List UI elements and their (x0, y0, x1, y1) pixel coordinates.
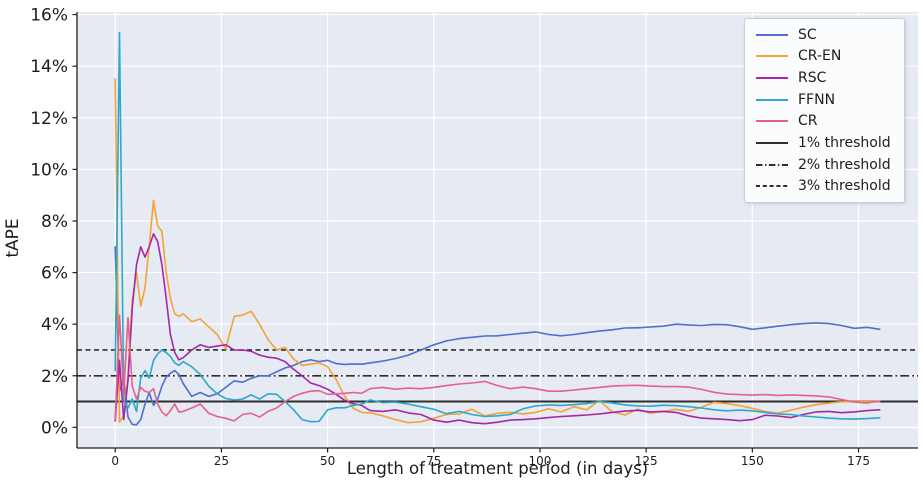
legend-item-rsc: RSC (755, 68, 898, 88)
legend-item-3-threshold: 3% threshold (755, 176, 898, 196)
legend-line-sample (756, 77, 788, 80)
y-tick-label-8: 8% (41, 212, 68, 232)
legend-item-cr: CR (755, 111, 898, 131)
legend-line-sample (756, 141, 788, 144)
x-tick-label-125: 125 (635, 454, 658, 468)
series-line-CR (114, 314, 881, 422)
y-tick-label-16: 16% (30, 6, 68, 26)
legend-line-sample (756, 55, 788, 58)
legend-label: CR (798, 113, 818, 130)
x-tick-label-100: 100 (529, 454, 552, 468)
legend-label: RSC (798, 70, 827, 87)
y-axis-title: tAPE (3, 218, 23, 258)
x-tick-label-0: 0 (111, 454, 119, 468)
y-tick-label-0: 0% (41, 418, 68, 438)
legend: SC CR-EN RSC FFNN CR 1% threshold 2% threshold… (744, 18, 905, 203)
legend-item-ffnn: FFNN (755, 90, 898, 110)
x-tick-label-50: 50 (320, 454, 335, 468)
y-tick-label-6: 6% (41, 264, 68, 284)
legend-item-sc: SC (755, 25, 898, 45)
y-tick-label-14: 14% (30, 57, 68, 77)
legend-label: SC (798, 26, 817, 43)
legend-item-2-threshold: 2% threshold (755, 155, 898, 175)
x-axis-title: Length of treatment period (in days) (346, 459, 649, 478)
x-tick-label-175: 175 (847, 454, 870, 468)
legend-label: CR-EN (798, 48, 842, 65)
x-tick-label-150: 150 (741, 454, 764, 468)
legend-line-sample (756, 163, 788, 166)
y-tick-label-12: 12% (30, 109, 68, 129)
series-line-CR-EN (114, 78, 881, 424)
legend-label: 2% threshold (798, 156, 891, 173)
y-tick-label-10: 10% (30, 160, 68, 180)
series-line-RSC (114, 233, 881, 425)
legend-line-sample (756, 185, 788, 188)
y-tick-label-2: 2% (41, 367, 68, 387)
legend-line-sample (756, 33, 788, 36)
series-line-SC (114, 246, 881, 426)
legend-label: 1% threshold (798, 134, 891, 151)
legend-line-sample (756, 98, 788, 101)
legend-label: 3% threshold (798, 178, 891, 195)
series-line-FFNN (114, 31, 881, 423)
x-tick-label-25: 25 (214, 454, 229, 468)
legend-line-sample (756, 120, 788, 123)
legend-item-cr-en: CR-EN (755, 46, 898, 66)
x-tick-label-75: 75 (426, 454, 441, 468)
legend-label: FFNN (798, 91, 836, 108)
y-tick-label-4: 4% (41, 315, 68, 335)
legend-item-1-threshold: 1% threshold (755, 133, 898, 153)
